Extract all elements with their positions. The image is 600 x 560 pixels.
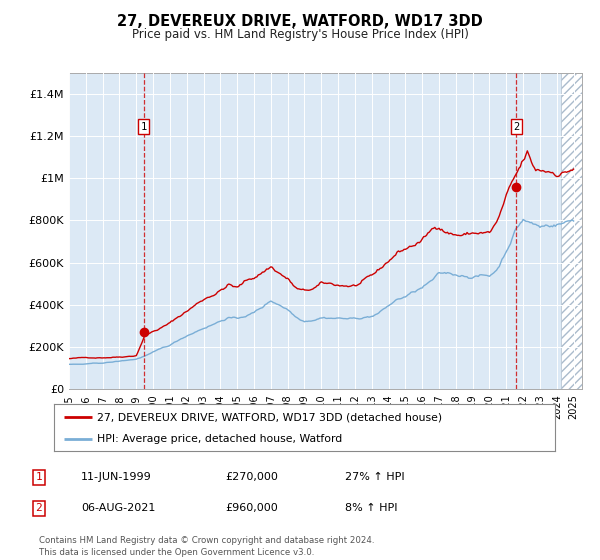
Text: Contains HM Land Registry data © Crown copyright and database right 2024.
This d: Contains HM Land Registry data © Crown c…	[39, 536, 374, 557]
Text: HPI: Average price, detached house, Watford: HPI: Average price, detached house, Watf…	[97, 433, 342, 444]
Text: 8% ↑ HPI: 8% ↑ HPI	[345, 503, 398, 514]
Text: 27% ↑ HPI: 27% ↑ HPI	[345, 472, 404, 482]
Text: 2: 2	[513, 122, 520, 132]
Text: £270,000: £270,000	[225, 472, 278, 482]
Text: £960,000: £960,000	[225, 503, 278, 514]
Text: Price paid vs. HM Land Registry's House Price Index (HPI): Price paid vs. HM Land Registry's House …	[131, 28, 469, 41]
Text: 1: 1	[35, 472, 43, 482]
Text: 1: 1	[140, 122, 147, 132]
Bar	[561, 73, 582, 389]
Text: 27, DEVEREUX DRIVE, WATFORD, WD17 3DD: 27, DEVEREUX DRIVE, WATFORD, WD17 3DD	[117, 14, 483, 29]
Text: 2: 2	[35, 503, 43, 514]
Text: 27, DEVEREUX DRIVE, WATFORD, WD17 3DD (detached house): 27, DEVEREUX DRIVE, WATFORD, WD17 3DD (d…	[97, 412, 442, 422]
Text: 06-AUG-2021: 06-AUG-2021	[81, 503, 155, 514]
Bar	[561, 73, 582, 389]
Text: 11-JUN-1999: 11-JUN-1999	[81, 472, 152, 482]
